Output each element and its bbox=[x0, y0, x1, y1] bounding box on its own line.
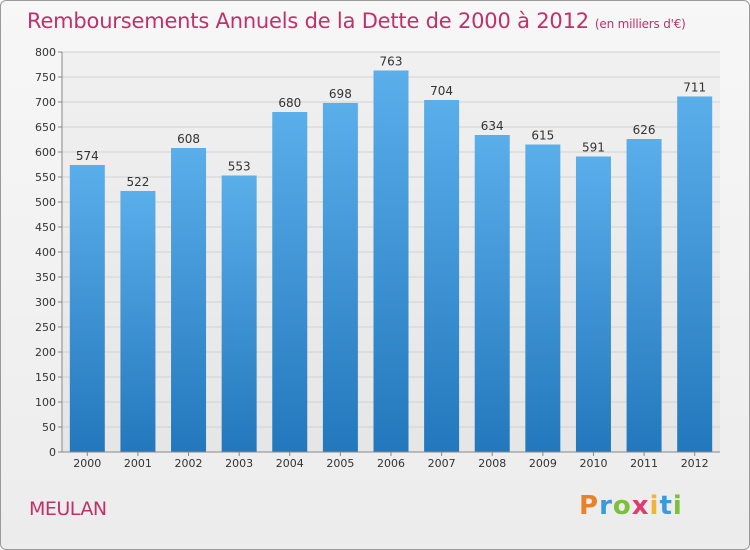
logo-letter: r bbox=[599, 491, 613, 521]
y-tick-label: 350 bbox=[35, 271, 56, 284]
y-tick-label: 0 bbox=[49, 446, 56, 459]
y-tick-label: 150 bbox=[35, 371, 56, 384]
bar bbox=[221, 175, 257, 452]
x-tick-label: 2001 bbox=[124, 457, 152, 470]
logo-letter: P bbox=[579, 491, 600, 521]
y-tick-label: 200 bbox=[35, 346, 56, 359]
proxiti-logo: Proxiti bbox=[579, 491, 683, 521]
data-label: 680 bbox=[278, 96, 301, 110]
y-tick-label: 500 bbox=[35, 196, 56, 209]
y-tick-label: 650 bbox=[35, 121, 56, 134]
chart-title-text: Remboursements Annuels de la Dette de 20… bbox=[27, 9, 589, 33]
bar bbox=[120, 191, 156, 452]
bar bbox=[373, 70, 409, 452]
logo-letter: x bbox=[631, 491, 650, 521]
x-tick-label: 2011 bbox=[630, 457, 658, 470]
x-tick-label: 2005 bbox=[326, 457, 354, 470]
data-label: 634 bbox=[481, 119, 504, 133]
y-axis: 0 50 100 150 200 250 300 350 400 450 500 550 600 650 7… bbox=[35, 46, 63, 459]
data-label: 711 bbox=[683, 81, 706, 95]
data-label: 763 bbox=[380, 55, 403, 69]
bar bbox=[525, 144, 561, 452]
data-label: 522 bbox=[126, 175, 149, 189]
y-tick-label: 400 bbox=[35, 246, 56, 259]
logo-letter: t bbox=[659, 491, 673, 521]
data-label: 626 bbox=[633, 123, 656, 137]
bar bbox=[626, 139, 662, 452]
bar bbox=[69, 165, 105, 452]
bar bbox=[272, 112, 308, 452]
chart-subtitle: (en milliers d'€) bbox=[594, 17, 686, 31]
bar bbox=[171, 148, 207, 452]
commune-name: MEULAN bbox=[29, 498, 107, 520]
y-tick-label: 750 bbox=[35, 71, 56, 84]
y-tick-label: 100 bbox=[35, 396, 56, 409]
y-tick-label: 250 bbox=[35, 321, 56, 334]
logo-letter: i bbox=[672, 491, 683, 521]
x-tick-label: 2008 bbox=[478, 457, 506, 470]
y-tick-label: 700 bbox=[35, 96, 56, 109]
data-label: 553 bbox=[228, 160, 251, 174]
data-label: 698 bbox=[329, 87, 352, 101]
y-tick-label: 50 bbox=[42, 421, 56, 434]
data-label: 574 bbox=[76, 149, 99, 163]
x-axis: 2000 2001 2002 2003 2004 2005 2006 2007 2008 2009… bbox=[62, 451, 720, 470]
y-tick-label: 450 bbox=[35, 221, 56, 234]
data-label: 591 bbox=[582, 141, 605, 155]
logo-letter: o bbox=[612, 491, 632, 521]
logo-letter: i bbox=[649, 491, 660, 521]
bar bbox=[322, 103, 358, 452]
x-tick-label: 2009 bbox=[529, 457, 557, 470]
y-tick-label: 300 bbox=[35, 296, 56, 309]
x-tick-label: 2002 bbox=[175, 457, 203, 470]
y-tick-label: 600 bbox=[35, 146, 56, 159]
bar bbox=[424, 100, 460, 452]
data-label: 608 bbox=[177, 132, 200, 146]
x-tick-label: 2000 bbox=[73, 457, 101, 470]
x-tick-label: 2006 bbox=[377, 457, 405, 470]
x-tick-label: 2010 bbox=[579, 457, 607, 470]
x-tick-label: 2003 bbox=[225, 457, 253, 470]
data-label: 704 bbox=[430, 84, 453, 98]
chart-title: Remboursements Annuels de la Dette de 20… bbox=[27, 9, 686, 33]
bar bbox=[575, 156, 611, 452]
data-label: 615 bbox=[531, 129, 554, 143]
y-tick-label: 550 bbox=[35, 171, 56, 184]
bars: 574 522 608 553 680 698 763 704 634 615 591 626 711 bbox=[69, 55, 713, 452]
x-tick-label: 2007 bbox=[428, 457, 456, 470]
x-tick-label: 2004 bbox=[276, 457, 304, 470]
y-tick-label: 800 bbox=[35, 46, 56, 59]
x-tick-label: 2012 bbox=[681, 457, 709, 470]
bar bbox=[677, 96, 713, 452]
bar bbox=[474, 135, 510, 452]
